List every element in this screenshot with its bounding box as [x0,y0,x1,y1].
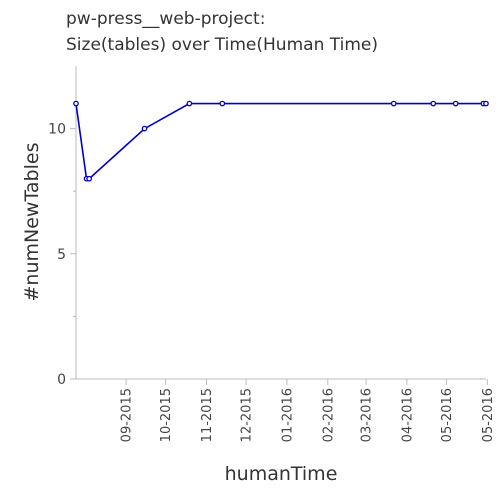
x-tick-label: 04-2016 [400,388,415,442]
x-tick-label: 05-2016 [481,388,496,442]
chart-title-line-1: pw-press__web-project: [66,9,265,29]
data-point [483,100,489,107]
x-axis-label: humanTime [225,463,338,485]
data-point [390,100,397,107]
x-tick-label: 01-2016 [280,388,295,442]
y-tick-label: 10 [48,122,66,138]
y-axis-label: #numNewTables [21,143,43,302]
x-tick-label: 05-2016 [440,388,455,442]
series-line [75,102,486,180]
x-tick-label: 12-2015 [240,388,255,442]
x-tick-label: 10-2015 [159,388,174,442]
y-tick-label: 5 [57,247,66,263]
x-tick-label: 09-2015 [120,388,135,442]
chart-title-line-2: Size(tables) over Time(Human Time) [66,35,378,55]
data-point [430,100,437,107]
data-point [452,100,459,107]
x-tick-label: 02-2016 [321,388,336,442]
x-tick-label: 03-2016 [360,388,375,442]
data-point [73,100,79,107]
y-tick-label: 0 [57,372,66,388]
x-tick-label: 11-2015 [200,388,215,442]
series-group [73,100,489,182]
data-point [86,175,93,182]
y-ticks: 0 5 10 [48,122,76,388]
x-ticks: 09-2015 10-2015 11-2015 12-2015 01-2016 02-20… [120,379,496,442]
data-point [219,100,226,107]
data-point [141,125,148,132]
data-point [186,100,193,107]
